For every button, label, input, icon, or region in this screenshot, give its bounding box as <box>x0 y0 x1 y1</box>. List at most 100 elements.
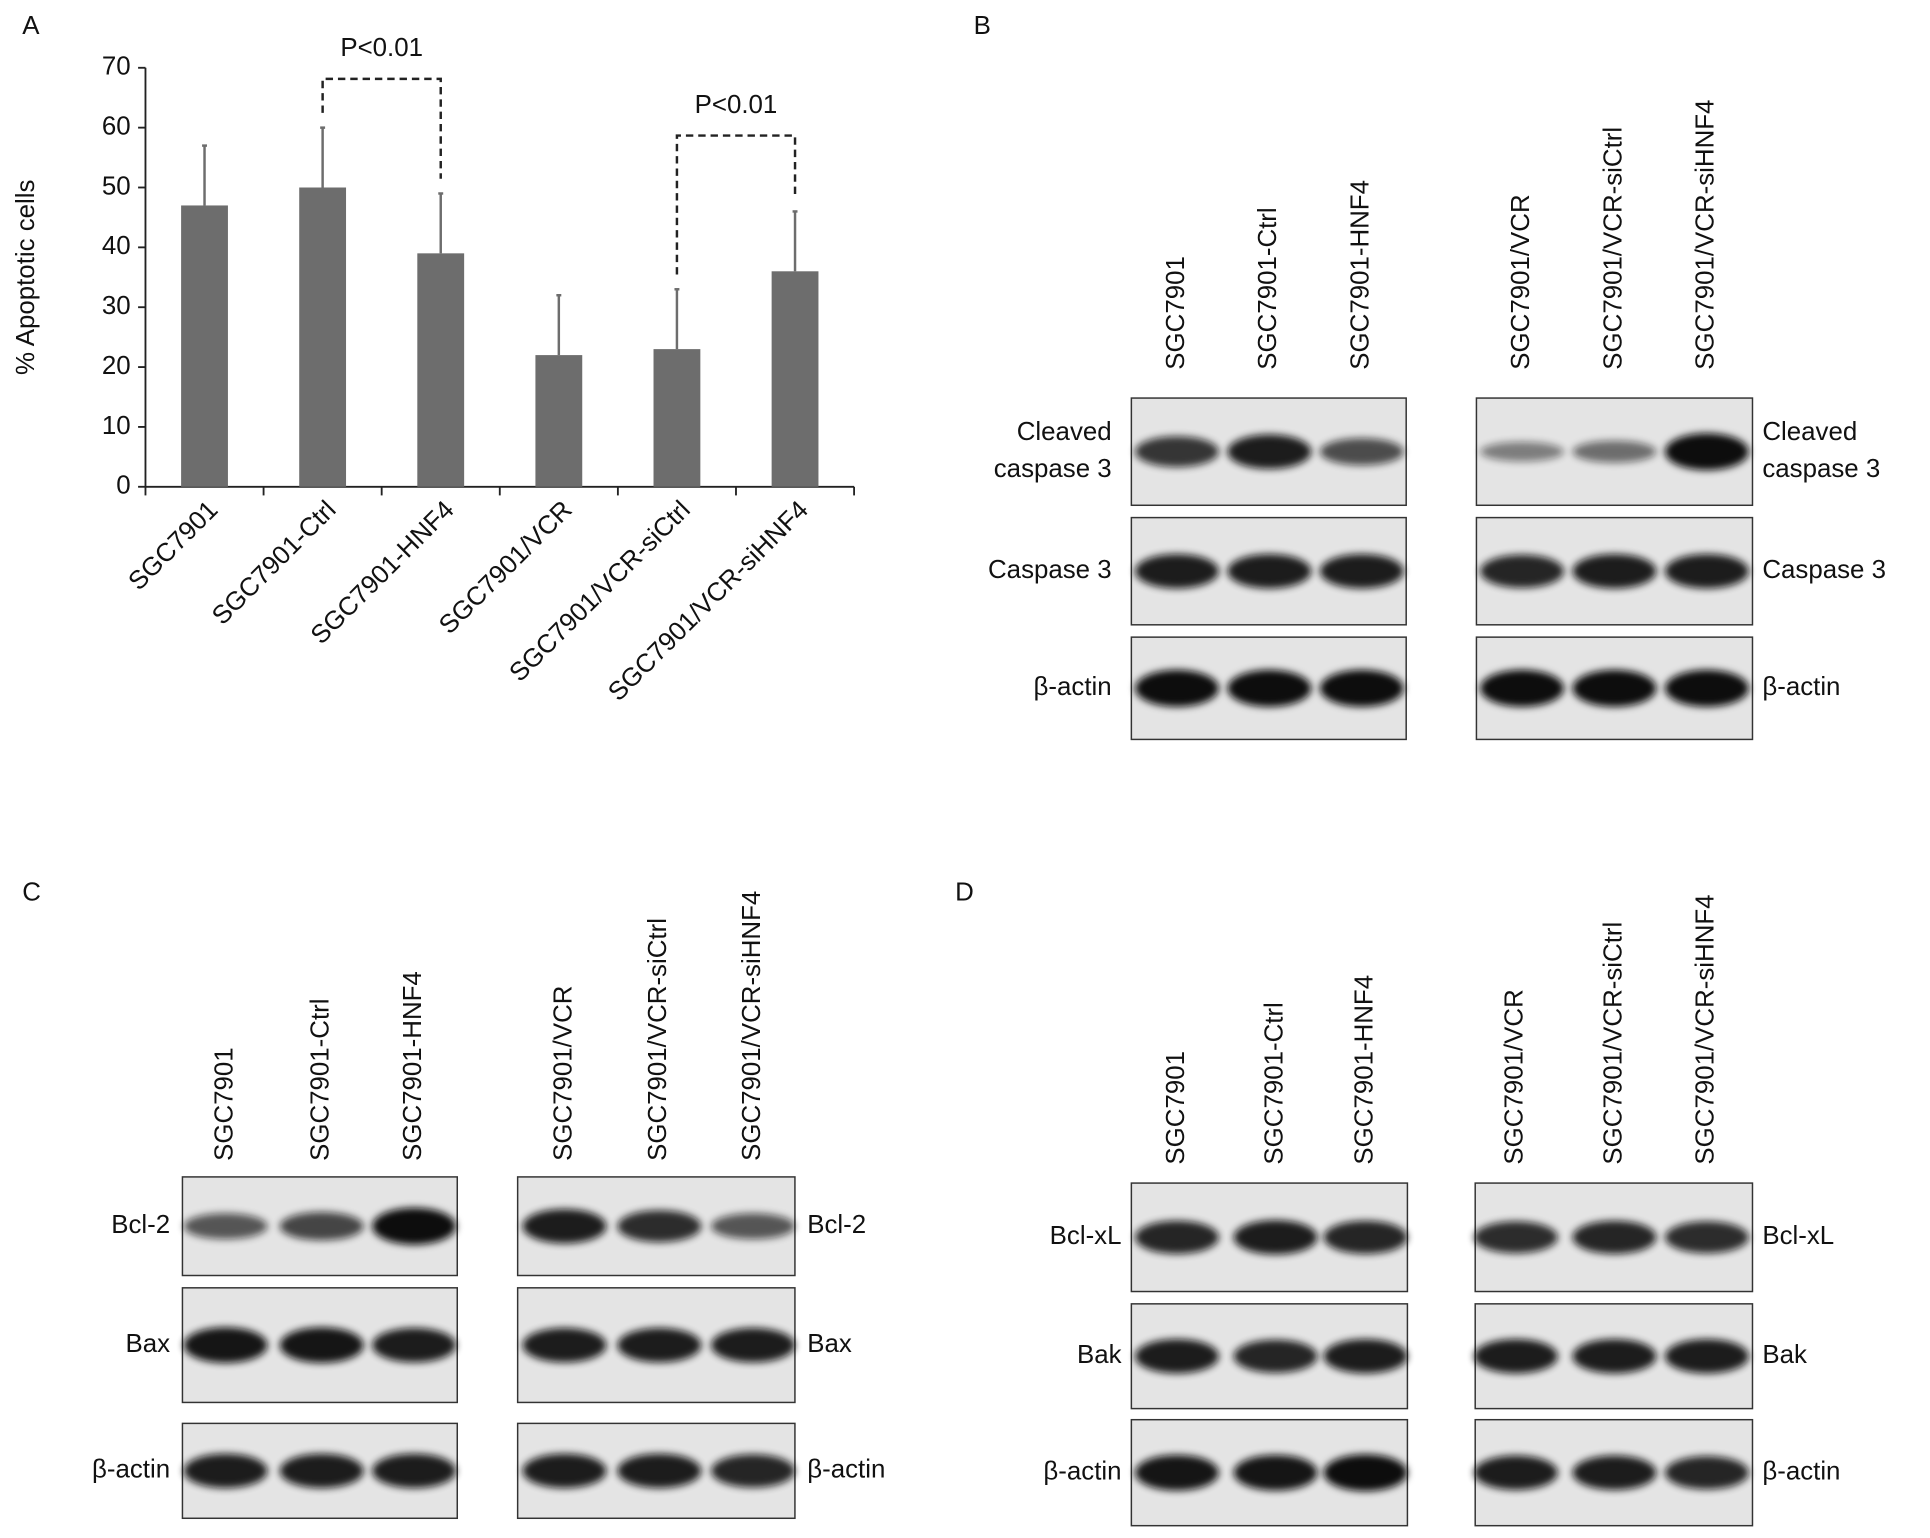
band-label: β-actin <box>92 1456 170 1484</box>
blot-band <box>1227 669 1312 707</box>
band-label: Bcl-xL <box>1050 1222 1122 1250</box>
blot-band <box>1135 1220 1219 1254</box>
panel-label: D <box>955 878 974 906</box>
blot-band <box>1319 669 1404 707</box>
error-bar <box>792 210 798 272</box>
blot-band <box>1664 1221 1749 1254</box>
error-bar <box>202 144 207 206</box>
blot-band <box>1664 1456 1749 1490</box>
lane-label: SGC7901 <box>1162 1051 1190 1165</box>
band-label: Bax <box>807 1330 852 1358</box>
blot-band <box>1135 669 1219 707</box>
blot-band <box>522 1327 607 1363</box>
y-tick-label: 40 <box>102 232 131 260</box>
lane-label: SGC7901/VCR-siCtrl <box>1599 922 1627 1165</box>
significance-label: P<0.01 <box>340 34 423 62</box>
band-label: β-actin <box>807 1456 885 1484</box>
bar <box>417 253 465 487</box>
band-label: Cleaved <box>1762 418 1857 446</box>
blot-band <box>372 1453 457 1489</box>
blot-band <box>1135 436 1219 468</box>
x-tick-label: SGC7901/VCR-siHNF4 <box>603 496 814 707</box>
band-label: Caspase 3 <box>988 556 1112 584</box>
blot-band <box>1319 438 1404 466</box>
blot-band <box>1135 1338 1219 1374</box>
bar <box>181 205 228 487</box>
lane-label: SGC7901-HNF4 <box>1347 180 1375 370</box>
blot-band <box>1572 440 1657 463</box>
y-tick-label: 70 <box>102 53 131 81</box>
error-bar <box>556 294 562 356</box>
lane-label: SGC7901-Ctrl <box>307 998 335 1160</box>
blot-band <box>1227 553 1312 589</box>
blot-band <box>279 1453 364 1489</box>
blot-band <box>1572 1338 1657 1374</box>
lane-label: SGC7901-HNF4 <box>1350 975 1378 1165</box>
blot-band <box>1572 1220 1657 1254</box>
blot-band <box>1664 1338 1749 1374</box>
blot-band <box>1227 434 1312 469</box>
lane-label: SGC7901/VCR <box>549 986 577 1161</box>
blot-band <box>1473 1338 1558 1374</box>
significance-label: P<0.01 <box>695 91 778 119</box>
y-tick-label: 0 <box>116 472 130 500</box>
x-tick-label: SGC7901-Ctrl <box>207 496 342 631</box>
bar <box>771 271 819 487</box>
error-bar <box>674 288 680 350</box>
bar <box>535 355 583 487</box>
blot-band <box>1664 433 1749 471</box>
band-label: caspase 3 <box>994 455 1112 483</box>
lane-label: SGC7901/VCR <box>1501 989 1529 1164</box>
blot-band <box>1323 1338 1408 1374</box>
blot-band <box>279 1327 364 1364</box>
y-tick-label: 30 <box>102 292 131 320</box>
y-tick-label: 10 <box>102 412 131 440</box>
x-tick-label: SGC7901 <box>123 496 223 596</box>
blot-band <box>617 1327 702 1363</box>
bar <box>299 187 347 487</box>
significance-bracket <box>675 134 797 275</box>
band-label: Caspase 3 <box>1762 556 1886 584</box>
band-label: β-actin <box>1762 673 1840 701</box>
blot-band <box>1664 669 1749 707</box>
band-label: Bcl-2 <box>111 1211 170 1239</box>
lane-label: SGC7901/VCR-siCtrl <box>1599 127 1627 370</box>
blot-band <box>183 1453 268 1489</box>
blot-band <box>1480 441 1564 462</box>
blot-band <box>1323 1454 1408 1492</box>
band-label: β-actin <box>1034 673 1112 701</box>
blot-band <box>1572 1455 1657 1490</box>
lane-label: SGC7901 <box>1162 256 1190 370</box>
blot-band <box>522 1453 607 1489</box>
blot-band <box>372 1327 457 1363</box>
blot-band <box>1233 1339 1318 1373</box>
y-axis-title: % Apoptotic cells <box>12 180 40 376</box>
blot-band <box>1480 554 1564 588</box>
lane-label: SGC7901-Ctrl <box>1254 207 1282 369</box>
band-label: β-actin <box>1762 1458 1840 1486</box>
blot-band <box>1480 669 1564 707</box>
band-label: Bak <box>1077 1341 1122 1369</box>
blot-band <box>617 1210 702 1243</box>
blot-band <box>1233 1454 1318 1491</box>
lane-label: SGC7901 <box>210 1047 238 1161</box>
bar <box>653 349 701 487</box>
band-label: Bak <box>1762 1341 1807 1369</box>
blot-band <box>1664 553 1749 589</box>
blot-band <box>711 1327 795 1363</box>
blot-band <box>1473 1221 1558 1254</box>
blot-band <box>1572 669 1657 707</box>
blot-band <box>1233 1220 1318 1255</box>
lane-label: SGC7901-Ctrl <box>1260 1002 1288 1164</box>
lane-label: SGC7901/VCR-siCtrl <box>644 918 672 1161</box>
blot-band <box>1323 1220 1408 1254</box>
error-bar <box>320 126 326 188</box>
blot-band <box>183 1213 268 1240</box>
band-label: Bax <box>126 1330 171 1358</box>
blot-band <box>1473 1455 1558 1490</box>
blot-band <box>183 1327 268 1364</box>
lane-label: SGC7901/VCR-siHNF4 <box>1692 100 1720 370</box>
blot-band <box>1572 553 1657 589</box>
